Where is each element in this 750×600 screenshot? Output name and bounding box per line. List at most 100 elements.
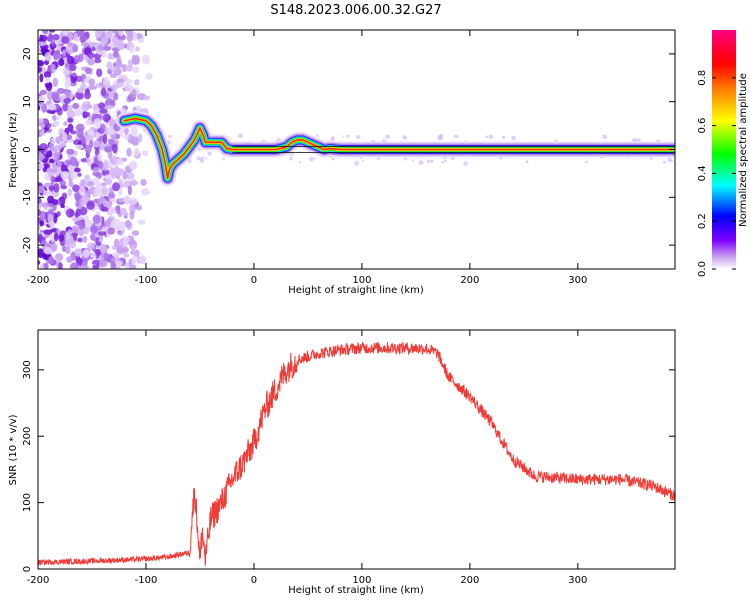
noise-speck xyxy=(65,245,71,255)
noise-speck xyxy=(84,67,92,75)
noise-speck xyxy=(114,133,121,140)
noise-speck xyxy=(51,199,59,205)
noise-speck xyxy=(111,30,118,34)
noise-speck xyxy=(71,217,80,222)
noise-speck xyxy=(78,53,84,63)
noise-speck xyxy=(79,186,86,197)
noise-speck xyxy=(60,185,68,190)
noise-speck xyxy=(38,95,47,102)
faint-speck xyxy=(205,157,208,160)
noise-speck xyxy=(98,237,103,243)
noise-speck xyxy=(58,233,65,242)
noise-speck xyxy=(76,30,85,37)
noise-speck xyxy=(89,225,99,234)
faint-speck xyxy=(315,134,319,137)
snr-y-axis: 0 100 200 300 xyxy=(22,360,675,572)
noise-speck xyxy=(131,255,137,266)
noise-speck xyxy=(140,178,147,187)
noise-speck xyxy=(109,167,116,177)
noise-speck xyxy=(84,219,90,226)
noise-speck xyxy=(38,163,45,170)
noise-speck xyxy=(58,58,65,67)
noise-speck xyxy=(73,150,78,157)
noise-speck xyxy=(38,118,44,124)
noise-speck xyxy=(135,205,143,211)
snr-frame xyxy=(37,329,676,570)
noise-speck xyxy=(132,66,140,74)
noise-speck xyxy=(67,188,73,197)
faint-speck xyxy=(441,160,445,164)
noise-speck xyxy=(82,249,90,258)
noise-speck xyxy=(110,85,116,91)
faint-speck xyxy=(201,156,205,160)
noise-speck xyxy=(39,73,44,83)
noise-speck xyxy=(110,155,118,166)
noise-speck xyxy=(66,109,76,119)
noise-speck xyxy=(76,128,84,138)
noise-speck xyxy=(119,207,127,215)
noise-speck xyxy=(116,244,125,255)
noise-speck xyxy=(39,263,45,269)
noise-speck xyxy=(88,41,98,46)
noise-speck xyxy=(107,207,115,215)
noise-speck xyxy=(85,119,92,126)
noise-speck xyxy=(56,87,65,95)
noise-speck xyxy=(145,73,153,80)
noise-speck xyxy=(116,39,124,49)
snr-y-tick-label: 0 xyxy=(22,566,33,572)
spectrogram-y-tick-label: 20 xyxy=(22,48,33,61)
noise-speck xyxy=(97,231,107,236)
noise-speck xyxy=(92,171,100,177)
noise-speck xyxy=(109,73,117,79)
faint-speck xyxy=(354,161,359,166)
spectrogram-x-tick-label: -100 xyxy=(135,275,158,286)
faint-speck xyxy=(485,135,489,139)
noise-speck xyxy=(86,242,95,250)
faint-speck xyxy=(330,136,335,141)
colorbar-label: Normalized spectral amplitude xyxy=(738,73,749,227)
noise-speck xyxy=(79,35,88,42)
noise-speck xyxy=(102,45,112,51)
spectrogram-x-tick-label: 0 xyxy=(251,275,257,286)
noise-speck xyxy=(94,58,102,64)
noise-speck xyxy=(43,246,53,255)
faint-speck xyxy=(426,159,431,163)
snr-y-label: SNR (10 * v/v) xyxy=(8,414,19,485)
faint-speck xyxy=(404,157,408,161)
noise-speck xyxy=(49,168,58,173)
noise-speck xyxy=(111,37,117,43)
noise-speck xyxy=(89,85,98,90)
faint-speck xyxy=(356,134,361,140)
noise-speck xyxy=(57,160,62,168)
faint-speck xyxy=(455,134,459,139)
noise-speck xyxy=(110,66,117,73)
noise-speck xyxy=(130,264,137,269)
noise-speck xyxy=(66,256,73,263)
colorbar-tick-label: 0.0 xyxy=(697,261,708,277)
noise-speck xyxy=(132,32,138,41)
noise-speck xyxy=(77,238,83,243)
noise-speck xyxy=(102,113,111,123)
noise-speck xyxy=(38,104,41,111)
noise-speck xyxy=(60,171,69,180)
noise-speck xyxy=(124,262,130,269)
signal-trace-band xyxy=(123,117,675,179)
faint-speck xyxy=(444,159,447,162)
faint-speck xyxy=(376,157,380,161)
noise-speck xyxy=(50,64,56,70)
noise-speck xyxy=(46,150,53,158)
spectrogram-x-tick-label: 200 xyxy=(460,275,479,286)
noise-speck xyxy=(101,186,109,196)
noise-speck xyxy=(135,33,143,39)
noise-speck xyxy=(133,147,140,157)
noise-speck xyxy=(74,167,81,173)
noise-speck xyxy=(39,220,45,227)
noise-speck xyxy=(61,36,70,44)
faint-speck xyxy=(331,157,335,161)
faint-speck xyxy=(289,156,293,161)
spectrogram-y-axis: -20 -10 0 10 20 xyxy=(22,48,675,253)
noise-speck xyxy=(129,197,138,205)
spectrogram-y-tick-label: -20 xyxy=(22,237,33,253)
faint-speck xyxy=(222,157,225,161)
noise-speck xyxy=(50,175,55,185)
